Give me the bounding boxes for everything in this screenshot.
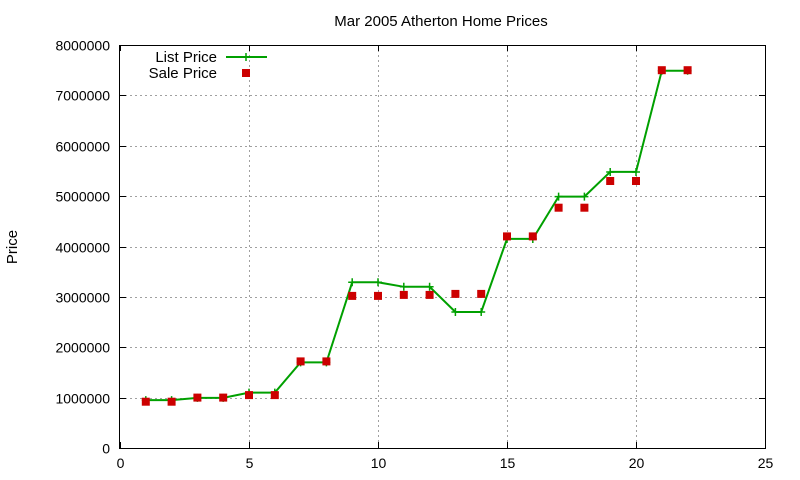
x-tick-label: 10 <box>371 455 387 471</box>
data-point-square <box>348 291 357 300</box>
data-point-square <box>425 290 434 299</box>
legend-label: List Price <box>155 49 217 66</box>
data-point-cross <box>477 307 486 316</box>
series-layer <box>141 66 692 406</box>
data-point-square <box>141 397 150 406</box>
axis-ticks: 0 5 10 15 20 25 0 1000000 2000000 3000000 4000000 5… <box>55 38 773 472</box>
y-tick-label: 8000000 <box>55 38 110 54</box>
data-point-square <box>219 393 228 402</box>
plot-frame <box>119 45 766 449</box>
grid <box>120 45 765 448</box>
y-tick-label: 1000000 <box>55 391 110 407</box>
series-line <box>145 69 688 402</box>
data-point-cross <box>451 307 460 316</box>
data-point-square <box>554 203 563 212</box>
x-tick-label: 0 <box>117 455 125 471</box>
data-point-square <box>399 290 408 299</box>
x-tick-label: 15 <box>500 455 516 471</box>
data-point-square <box>296 357 305 366</box>
data-point-cross <box>554 192 563 201</box>
data-point-square <box>270 391 279 400</box>
data-point-square <box>451 289 460 298</box>
data-point-square <box>683 66 692 75</box>
series-sale-price <box>141 66 692 406</box>
legend-square-marker <box>242 69 250 77</box>
series-list-price <box>141 66 692 405</box>
y-tick-label: 4000000 <box>55 240 110 256</box>
data-point-cross <box>399 282 408 291</box>
data-point-square <box>528 232 537 241</box>
legend-cross-marker <box>242 53 250 61</box>
y-tick-label: 3000000 <box>55 290 110 306</box>
data-point-square <box>477 289 486 298</box>
data-point-cross <box>606 167 615 176</box>
data-point-square <box>657 66 666 75</box>
y-tick-label: 5000000 <box>55 189 110 205</box>
x-tick-label: 25 <box>758 455 774 471</box>
legend-label: Sale Price <box>149 65 217 82</box>
x-tick-label: 5 <box>246 455 254 471</box>
y-tick-label: 0 <box>102 441 110 457</box>
legend-entry: Sale Price <box>149 65 250 82</box>
data-point-cross <box>348 278 357 287</box>
legend-entry: List Price <box>155 49 267 66</box>
data-point-square <box>503 232 511 241</box>
data-point-square <box>322 357 331 366</box>
data-point-square <box>580 203 589 212</box>
data-point-square <box>374 291 382 300</box>
data-point-cross <box>580 192 589 201</box>
x-tick-label: 20 <box>629 455 645 471</box>
data-point-cross <box>425 282 434 291</box>
data-point-cross <box>374 278 382 287</box>
y-tick-label: 6000000 <box>55 139 110 155</box>
data-point-square <box>606 177 615 185</box>
y-axis-title: Price <box>4 230 21 264</box>
y-tick-label: 2000000 <box>55 340 110 356</box>
y-tick-label: 7000000 <box>55 88 110 104</box>
data-point-square <box>193 393 202 402</box>
chart-title: Mar 2005 Atherton Home Prices <box>334 13 547 30</box>
data-point-square <box>245 391 253 400</box>
data-point-square <box>632 177 640 185</box>
data-point-square <box>167 397 176 406</box>
data-point-cross <box>632 167 640 176</box>
